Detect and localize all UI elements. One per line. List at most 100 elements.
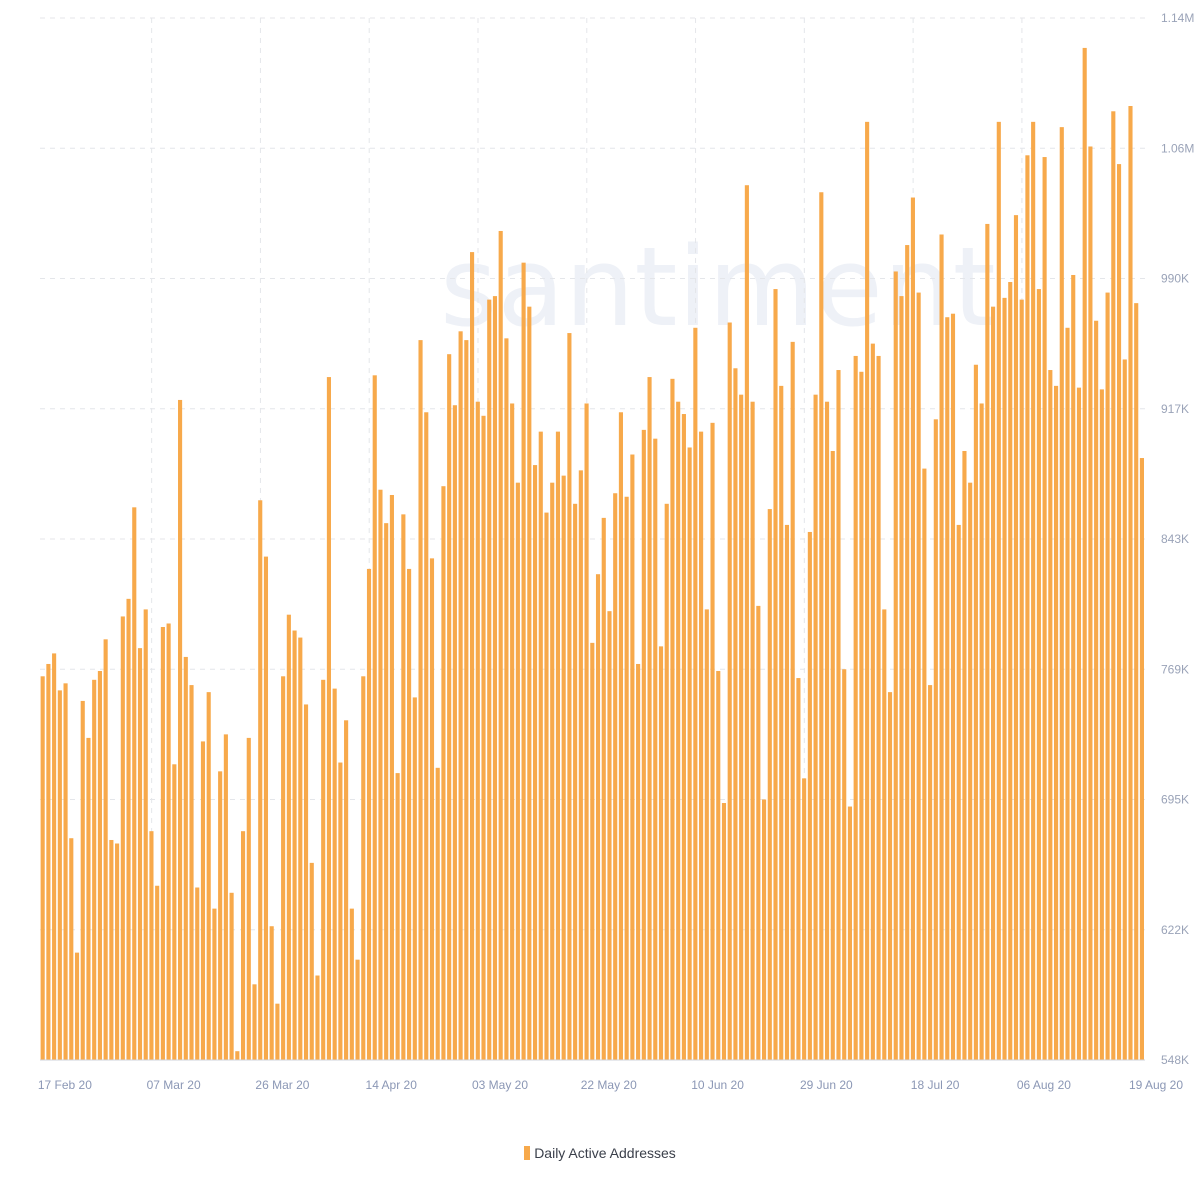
bar[interactable] [143, 609, 148, 1060]
bar[interactable] [292, 630, 297, 1060]
bar[interactable] [80, 700, 85, 1060]
bar[interactable] [532, 465, 538, 1060]
bar[interactable] [298, 637, 303, 1060]
bar[interactable] [859, 371, 864, 1060]
bar[interactable] [46, 663, 51, 1060]
bar[interactable] [132, 507, 137, 1060]
bar[interactable] [985, 223, 990, 1061]
bar[interactable] [607, 611, 612, 1060]
bar[interactable] [195, 887, 200, 1060]
bar[interactable] [922, 468, 927, 1060]
bar[interactable] [69, 838, 74, 1060]
bar[interactable] [899, 296, 904, 1061]
bar[interactable] [584, 403, 589, 1060]
bar[interactable] [979, 403, 984, 1060]
bar[interactable] [103, 639, 108, 1060]
bar[interactable] [968, 482, 973, 1061]
bar[interactable] [1134, 303, 1139, 1060]
bar[interactable] [344, 720, 349, 1060]
bar[interactable] [361, 676, 366, 1060]
bar[interactable] [721, 803, 727, 1060]
bar[interactable] [40, 676, 45, 1060]
bar[interactable] [647, 377, 652, 1060]
bar[interactable] [613, 493, 618, 1061]
bar[interactable] [384, 523, 389, 1060]
bar[interactable] [458, 331, 463, 1060]
bar[interactable] [882, 609, 887, 1060]
bar[interactable] [761, 799, 767, 1061]
bar[interactable] [229, 892, 234, 1060]
bar[interactable] [418, 340, 423, 1060]
bar[interactable] [865, 121, 870, 1061]
bar[interactable] [349, 908, 354, 1060]
bar[interactable] [681, 414, 686, 1060]
bar[interactable] [355, 959, 360, 1060]
bar[interactable] [223, 734, 228, 1060]
bar[interactable] [1036, 289, 1041, 1061]
bar[interactable] [401, 514, 406, 1060]
bar[interactable] [996, 121, 1001, 1061]
bar[interactable] [573, 503, 578, 1060]
bar[interactable] [378, 489, 383, 1061]
bar[interactable] [1088, 146, 1093, 1060]
bar[interactable] [424, 412, 429, 1060]
bar[interactable] [200, 741, 206, 1060]
bar[interactable] [687, 447, 692, 1060]
bar[interactable] [1099, 389, 1104, 1060]
bar[interactable] [973, 364, 978, 1061]
bar[interactable] [492, 296, 498, 1061]
bar[interactable] [905, 245, 910, 1060]
bar[interactable] [710, 422, 715, 1061]
bar[interactable] [498, 230, 503, 1061]
bar[interactable] [86, 737, 91, 1060]
bar[interactable] [939, 234, 944, 1060]
legend[interactable]: Daily Active Addresses [0, 1145, 1200, 1161]
bar[interactable] [824, 401, 830, 1060]
bar[interactable] [779, 385, 784, 1060]
bar[interactable] [137, 648, 143, 1060]
bar[interactable] [332, 688, 337, 1060]
bar[interactable] [830, 450, 835, 1060]
bar[interactable] [487, 299, 492, 1061]
bar[interactable] [172, 764, 177, 1060]
bar[interactable] [235, 1051, 240, 1060]
bar[interactable] [372, 375, 377, 1060]
bar[interactable] [807, 531, 812, 1060]
bar[interactable] [475, 401, 480, 1060]
bar[interactable] [653, 438, 658, 1060]
bar[interactable] [366, 568, 372, 1060]
bar[interactable] [1111, 111, 1116, 1060]
bar[interactable] [733, 368, 738, 1060]
bar[interactable] [933, 419, 938, 1061]
bar[interactable] [802, 778, 807, 1060]
bar[interactable] [515, 482, 520, 1061]
bar[interactable] [183, 656, 188, 1060]
bar[interactable] [74, 952, 80, 1060]
bar[interactable] [595, 574, 601, 1060]
bar[interactable] [739, 394, 744, 1060]
bar[interactable] [767, 509, 772, 1060]
bar[interactable] [286, 614, 291, 1060]
bar[interactable] [407, 568, 412, 1060]
bar[interactable] [166, 623, 171, 1060]
bar[interactable] [699, 431, 704, 1061]
bar[interactable] [97, 671, 102, 1060]
bar[interactable] [1094, 320, 1099, 1060]
bar[interactable] [57, 690, 62, 1060]
bar[interactable] [601, 517, 606, 1060]
bar[interactable] [693, 327, 698, 1060]
bar[interactable] [160, 627, 165, 1060]
bar[interactable] [481, 415, 486, 1060]
bar[interactable] [1122, 359, 1127, 1061]
bar[interactable] [63, 683, 68, 1060]
bar[interactable] [538, 431, 543, 1061]
bar[interactable] [887, 692, 893, 1060]
bar[interactable] [126, 598, 131, 1060]
bar[interactable] [452, 405, 457, 1060]
bar[interactable] [1048, 370, 1053, 1060]
bar[interactable] [429, 558, 435, 1060]
bar[interactable] [338, 762, 343, 1060]
bar[interactable] [155, 885, 160, 1060]
bar[interactable] [281, 676, 286, 1060]
bar[interactable] [246, 737, 251, 1060]
